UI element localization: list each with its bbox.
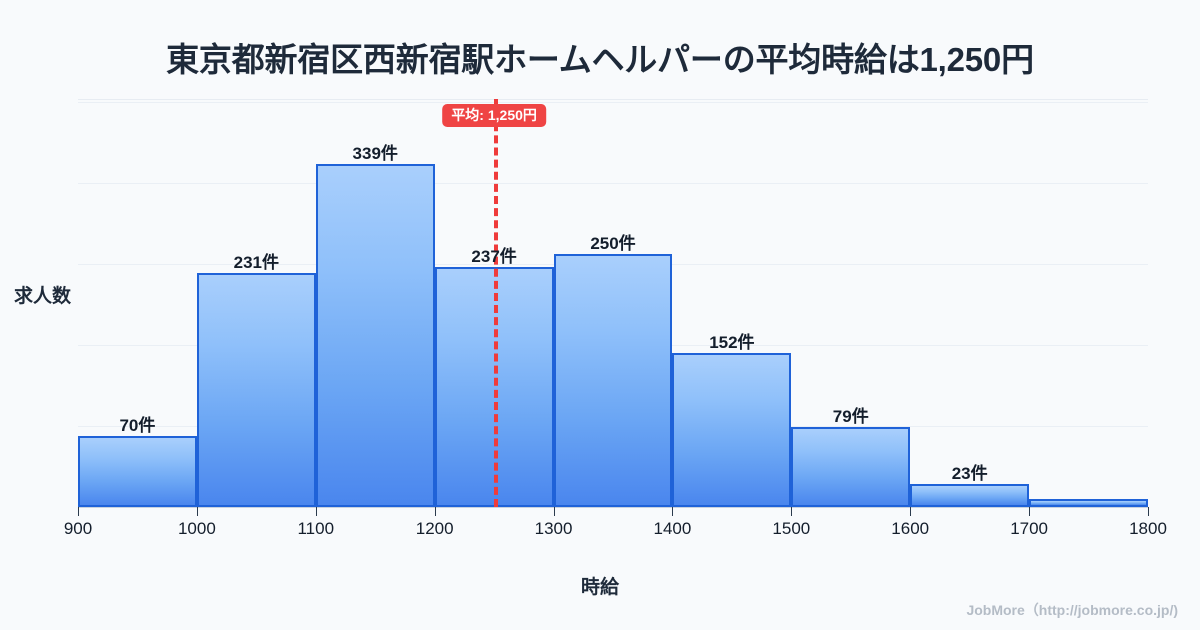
bar-value-label: 339件 xyxy=(352,143,398,163)
bar-value-label: 237件 xyxy=(471,247,517,267)
x-tick-label: 1200 xyxy=(415,519,454,538)
histogram-bar[interactable] xyxy=(315,163,435,507)
gridline xyxy=(78,183,1148,185)
x-tick-label: 1700 xyxy=(1010,519,1049,538)
x-tick-label: 1100 xyxy=(297,519,335,538)
x-tick-label: 1500 xyxy=(772,519,811,538)
x-tick-mark xyxy=(553,507,555,516)
histogram-bar[interactable] xyxy=(791,427,911,507)
bar-value-label: 23件 xyxy=(951,463,988,483)
histogram-bar[interactable] xyxy=(434,267,554,507)
x-tick-label: 1000 xyxy=(177,519,216,538)
histogram-bar[interactable] xyxy=(78,436,197,507)
x-axis-title: 時給 xyxy=(580,577,619,598)
histogram-bar[interactable] xyxy=(672,353,792,507)
x-tick-label: 1600 xyxy=(891,519,930,538)
bar-value-label: 79件 xyxy=(832,407,869,427)
bar-value-label: 152件 xyxy=(709,333,755,353)
bar-value-label: 231件 xyxy=(233,253,280,273)
average-line xyxy=(494,99,499,507)
x-tick-label: 1300 xyxy=(534,519,573,538)
histogram-bar[interactable] xyxy=(910,483,1030,507)
bar-value-label: 70件 xyxy=(119,416,156,436)
x-tick-mark xyxy=(1148,507,1149,516)
x-tick-mark xyxy=(315,507,317,516)
histogram-bar[interactable] xyxy=(553,253,673,507)
bar-value-label: 250件 xyxy=(590,233,636,253)
average-badge: 平均: 1,250円 xyxy=(442,104,546,128)
histogram-bar[interactable] xyxy=(1029,498,1148,507)
x-tick-mark xyxy=(434,507,436,516)
x-tick-label: 1800 xyxy=(1129,519,1167,538)
chart-title: 東京都新宿区西新宿駅ホームヘルパーの平均時給は1,250円 xyxy=(166,41,1034,78)
plot-area xyxy=(78,99,1148,507)
x-tick-mark xyxy=(791,507,793,516)
x-tick-mark xyxy=(1029,507,1031,516)
x-tick-label: 900 xyxy=(63,519,93,538)
x-tick-label: 1400 xyxy=(653,519,692,538)
x-tick-mark xyxy=(910,507,912,516)
x-axis-line xyxy=(78,507,1148,508)
gridline xyxy=(78,102,1148,104)
x-tick-mark xyxy=(78,507,79,516)
plot-top-rule xyxy=(78,99,1148,100)
x-tick-mark xyxy=(196,507,198,516)
x-tick-mark xyxy=(672,507,674,516)
y-axis-title: 求人数 xyxy=(14,286,72,307)
footer-credit: JobMore（http://jobmore.co.jp/) xyxy=(966,602,1178,618)
histogram-bar[interactable] xyxy=(196,273,316,507)
